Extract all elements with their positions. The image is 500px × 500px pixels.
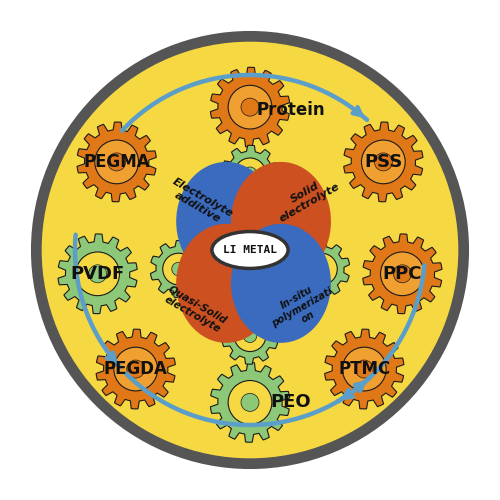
- Polygon shape: [96, 329, 176, 409]
- Circle shape: [88, 265, 106, 283]
- Text: Solid
electrolyte: Solid electrolyte: [272, 172, 342, 224]
- Circle shape: [76, 252, 120, 296]
- Ellipse shape: [212, 232, 288, 268]
- Text: Quasi-Solid
electrolyte: Quasi-Solid electrolyte: [162, 284, 229, 335]
- Text: PTMC: PTMC: [338, 360, 390, 378]
- Circle shape: [356, 360, 374, 378]
- Ellipse shape: [231, 224, 331, 343]
- Circle shape: [241, 98, 259, 116]
- Circle shape: [31, 31, 469, 469]
- Text: PSS: PSS: [364, 153, 403, 171]
- Text: PVDF: PVDF: [70, 265, 124, 283]
- Text: In-situ
polymerizati
on: In-situ polymerizati on: [265, 276, 340, 338]
- Text: Protein: Protein: [256, 100, 325, 118]
- Ellipse shape: [176, 224, 276, 343]
- Circle shape: [380, 252, 424, 296]
- Text: PPC: PPC: [382, 265, 422, 283]
- Circle shape: [228, 86, 272, 129]
- Text: PEGMA: PEGMA: [84, 153, 150, 171]
- Circle shape: [243, 167, 257, 180]
- Text: Electrolyte
additive: Electrolyte additive: [166, 176, 234, 229]
- Circle shape: [228, 380, 272, 424]
- Circle shape: [172, 262, 186, 276]
- Circle shape: [314, 262, 328, 276]
- Circle shape: [95, 140, 138, 184]
- Polygon shape: [294, 240, 350, 298]
- Circle shape: [108, 153, 126, 171]
- Text: PEGDA: PEGDA: [104, 360, 168, 378]
- Polygon shape: [324, 329, 404, 409]
- Circle shape: [243, 329, 257, 342]
- Polygon shape: [58, 234, 137, 314]
- Circle shape: [234, 158, 266, 190]
- Text: LI METAL: LI METAL: [223, 244, 277, 254]
- Circle shape: [342, 347, 386, 391]
- Polygon shape: [210, 362, 290, 442]
- Polygon shape: [222, 307, 278, 364]
- Text: PEO: PEO: [270, 394, 311, 411]
- Polygon shape: [222, 146, 278, 203]
- Ellipse shape: [231, 162, 331, 281]
- Circle shape: [234, 320, 266, 352]
- Polygon shape: [210, 68, 290, 147]
- Circle shape: [394, 265, 411, 283]
- Circle shape: [42, 42, 459, 459]
- Circle shape: [126, 360, 144, 378]
- Polygon shape: [344, 122, 423, 202]
- Polygon shape: [150, 240, 206, 298]
- Circle shape: [306, 253, 338, 285]
- Polygon shape: [363, 234, 442, 314]
- Circle shape: [374, 153, 392, 171]
- Circle shape: [162, 253, 194, 285]
- Circle shape: [114, 347, 158, 391]
- Ellipse shape: [176, 162, 276, 281]
- Polygon shape: [77, 122, 156, 202]
- Circle shape: [362, 140, 405, 184]
- Circle shape: [241, 394, 259, 411]
